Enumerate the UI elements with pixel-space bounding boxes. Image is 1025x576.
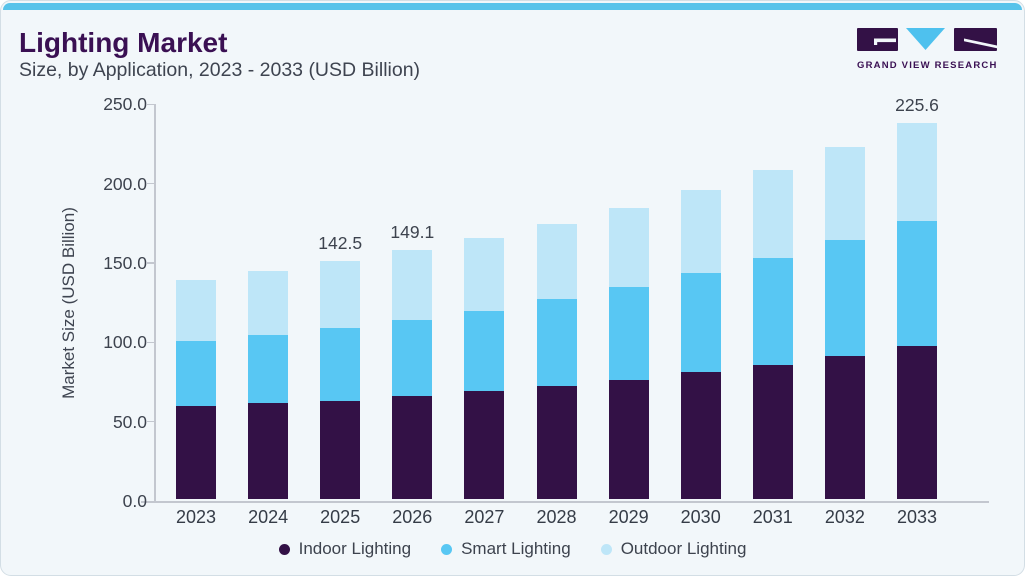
bar-segment-smart-lighting: [536, 298, 577, 386]
logo-r-block-icon: [954, 28, 997, 51]
bar-segment-indoor-lighting: [176, 406, 216, 499]
x-tick-label: 2029: [608, 507, 649, 527]
y-axis-line: [154, 103, 156, 503]
legend-label: Outdoor Lighting: [620, 539, 747, 558]
bar-segment-smart-lighting: [608, 287, 649, 380]
bar-segment-smart-lighting: [824, 239, 865, 356]
legend-swatch-icon: [441, 543, 453, 555]
y-tick-mark: [146, 103, 154, 106]
x-tick-label: 2023: [175, 507, 217, 527]
y-tick-mark: [146, 341, 154, 344]
x-tick-label: 2033: [896, 507, 938, 527]
bar-segment-smart-lighting: [752, 257, 793, 366]
bar-segment-smart-lighting: [680, 273, 721, 373]
logo-v-triangle-icon: [906, 28, 945, 50]
bar-segment-indoor-lighting: [392, 395, 433, 499]
bar-segment-indoor-lighting: [320, 400, 361, 499]
grand-view-research-logo: GRAND VIEW RESEARCH: [857, 28, 999, 71]
y-tick-mark: [146, 182, 154, 185]
legend: Indoor Lighting Smart Lighting Outdoor Lig…: [1, 539, 1024, 559]
y-tick-mark: [146, 262, 154, 264]
bar-segment-indoor-lighting: [536, 385, 577, 499]
legend-item-smart-lighting: Smart Lighting: [441, 539, 571, 559]
bar-total-label: 142.5: [318, 233, 363, 254]
bar-segment-indoor-lighting: [248, 403, 289, 499]
bar-segment-smart-lighting: [897, 221, 937, 347]
legend-label: Indoor Lighting: [298, 539, 412, 558]
x-tick-label: 2031: [752, 507, 793, 527]
x-tick-label: 2025: [320, 507, 361, 527]
y-tick-label: 250.0: [103, 94, 147, 115]
y-tick-label: 0.0: [122, 491, 147, 511]
legend-label: Smart Lighting: [461, 539, 571, 558]
y-tick-label: 200.0: [103, 173, 147, 194]
y-axis-title: Market Size (USD Billion): [59, 207, 78, 399]
bar-segment-smart-lighting: [320, 328, 361, 401]
x-tick-label: 2026: [392, 507, 433, 527]
bar-segment-smart-lighting: [248, 335, 289, 404]
page-title: Lighting Market: [19, 27, 228, 58]
legend-swatch-icon: [278, 543, 290, 555]
logo-mark-icon: [857, 28, 997, 51]
bar-segment-smart-lighting: [176, 341, 216, 407]
y-tick-label: 100.0: [103, 332, 147, 353]
bar-segment-smart-lighting: [392, 319, 433, 396]
y-tick-label: 150.0: [103, 252, 147, 273]
x-tick-label: 2032: [824, 507, 865, 527]
bar-segment-indoor-lighting: [824, 355, 865, 499]
bar-segment-outdoor-lighting: [536, 223, 577, 299]
y-tick-mark: [146, 420, 154, 423]
bar-total-label: 149.1: [390, 222, 435, 243]
y-tick-label: 50.0: [112, 411, 147, 432]
bar-segment-smart-lighting: [464, 310, 505, 391]
bar-segment-indoor-lighting: [897, 346, 937, 499]
x-tick-label: 2030: [680, 507, 721, 527]
x-axis-line: [141, 501, 989, 503]
bar-total-label: 225.6: [895, 94, 939, 115]
bar-segment-outdoor-lighting: [608, 208, 649, 288]
bar-segment-outdoor-lighting: [464, 237, 505, 311]
bar-segment-outdoor-lighting: [824, 147, 865, 240]
bar-segment-outdoor-lighting: [248, 271, 289, 336]
bar-segment-outdoor-lighting: [752, 170, 793, 258]
x-tick-label: 2027: [464, 507, 505, 527]
bar-segment-outdoor-lighting: [897, 122, 937, 222]
legend-item-outdoor-lighting: Outdoor Lighting: [600, 539, 747, 559]
bar-segment-outdoor-lighting: [392, 250, 433, 320]
bar-segment-outdoor-lighting: [680, 189, 721, 274]
top-accent-strip: [3, 3, 1022, 10]
bar-segment-indoor-lighting: [680, 372, 721, 499]
bar-segment-outdoor-lighting: [320, 261, 361, 329]
bar-segment-indoor-lighting: [752, 365, 793, 499]
x-tick-label: 2028: [536, 507, 577, 527]
x-tick-label: 2024: [248, 507, 289, 527]
page-subtitle: Size, by Application, 2023 - 2033 (USD B…: [19, 59, 421, 81]
logo-text: GRAND VIEW RESEARCH: [857, 60, 998, 71]
bar-segment-indoor-lighting: [464, 390, 505, 499]
legend-swatch-icon: [600, 543, 612, 555]
bar-segment-indoor-lighting: [608, 379, 649, 499]
legend-item-indoor-lighting: Indoor Lighting: [278, 539, 412, 559]
bar-segment-outdoor-lighting: [176, 280, 216, 342]
